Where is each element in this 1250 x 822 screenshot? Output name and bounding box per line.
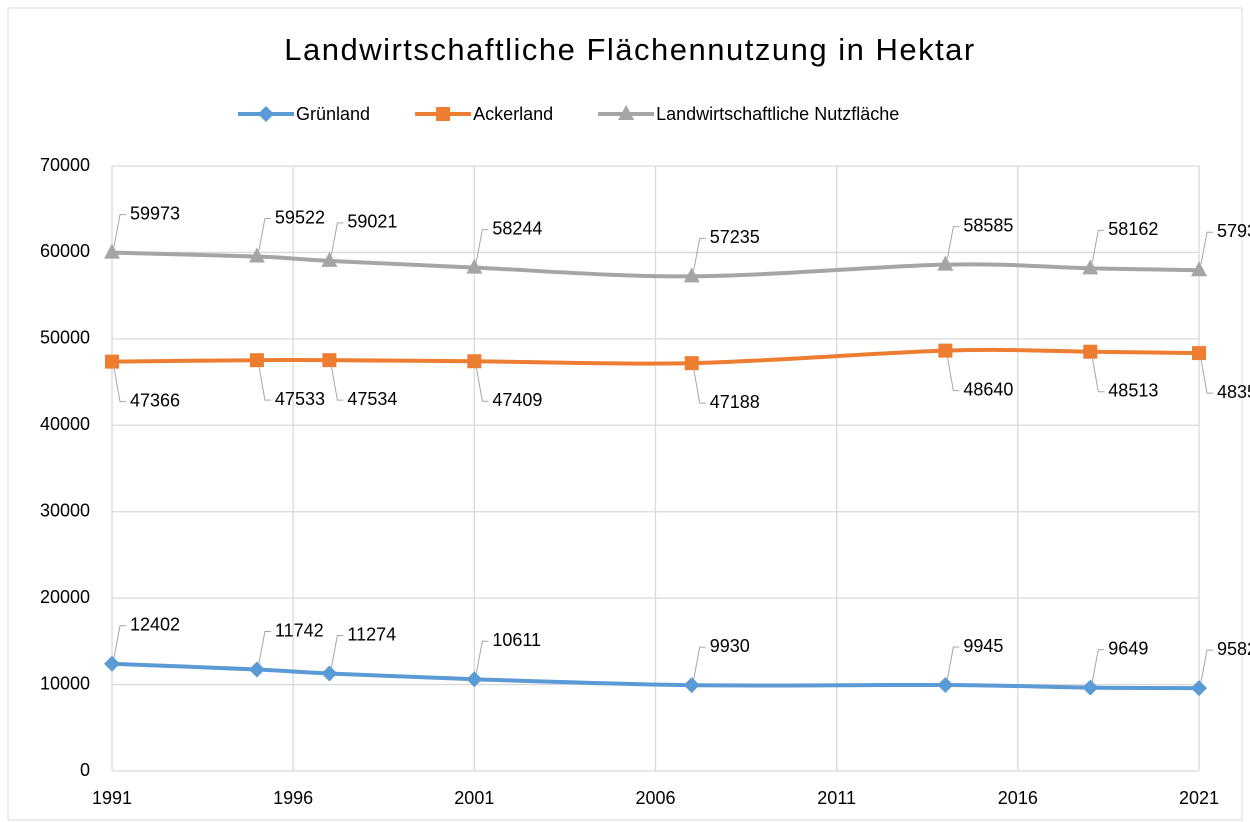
data-label: 47533 bbox=[275, 389, 325, 409]
x-tick-label: 2021 bbox=[1179, 788, 1219, 808]
y-tick-label: 30000 bbox=[40, 500, 90, 520]
data-label: 48513 bbox=[1108, 380, 1158, 400]
marker bbox=[322, 353, 337, 368]
data-label: 10611 bbox=[492, 630, 541, 650]
x-tick-label: 2011 bbox=[817, 788, 856, 808]
data-label: 57935 bbox=[1217, 221, 1250, 241]
marker bbox=[258, 106, 274, 122]
data-label: 12402 bbox=[130, 615, 180, 635]
data-label: 59021 bbox=[347, 212, 397, 232]
y-tick-label: 70000 bbox=[40, 155, 90, 175]
label-leader bbox=[330, 635, 344, 668]
label-leader bbox=[113, 367, 126, 403]
label-leader bbox=[946, 226, 960, 259]
data-label: 59522 bbox=[275, 207, 325, 227]
label-leader bbox=[258, 218, 271, 251]
marker bbox=[683, 267, 700, 283]
marker bbox=[684, 356, 699, 371]
marker bbox=[248, 247, 265, 263]
marker bbox=[321, 665, 338, 682]
y-tick-label: 50000 bbox=[40, 328, 90, 348]
y-tick-label: 20000 bbox=[40, 587, 90, 607]
data-label: 47366 bbox=[130, 390, 180, 410]
data-label: 47534 bbox=[347, 389, 397, 409]
legend-label: Grünland bbox=[296, 104, 370, 124]
data-label: 58244 bbox=[492, 218, 542, 238]
marker bbox=[1191, 261, 1207, 277]
series-line bbox=[111, 661, 1200, 691]
x-tick-label: 2016 bbox=[998, 788, 1038, 808]
label-leader bbox=[693, 369, 706, 404]
data-label: 48353 bbox=[1217, 382, 1250, 402]
label-leader bbox=[1200, 231, 1213, 265]
x-tick-label: 2001 bbox=[454, 788, 494, 808]
marker bbox=[466, 671, 483, 688]
label-leader bbox=[258, 366, 271, 401]
label-leader bbox=[1091, 229, 1105, 263]
legend-label: Ackerland bbox=[473, 104, 553, 124]
data-label: 57235 bbox=[710, 227, 760, 247]
marker bbox=[466, 258, 483, 274]
x-tick-label: 2006 bbox=[635, 788, 675, 808]
y-tick-label: 0 bbox=[80, 760, 90, 780]
chart-title: Landwirtschaftliche Flächennutzung in He… bbox=[284, 32, 976, 67]
marker bbox=[618, 105, 635, 120]
marker bbox=[1083, 344, 1098, 359]
y-tick-label: 60000 bbox=[40, 241, 90, 261]
marker bbox=[248, 661, 265, 678]
label-leader bbox=[1200, 649, 1213, 683]
y-tick-label: 10000 bbox=[40, 673, 90, 693]
marker bbox=[436, 107, 451, 121]
label-leader bbox=[113, 625, 126, 658]
legend-label: Landwirtschaftliche Nutzfläche bbox=[656, 104, 899, 124]
x-tick-label: 1996 bbox=[273, 788, 313, 808]
marker bbox=[467, 354, 482, 369]
data-label: 9582 bbox=[1217, 639, 1250, 659]
label-leader bbox=[1091, 649, 1105, 682]
marker bbox=[105, 354, 119, 369]
marker bbox=[937, 677, 954, 694]
data-label: 9945 bbox=[963, 636, 1003, 656]
label-leader bbox=[946, 646, 960, 680]
label-leader bbox=[330, 222, 344, 255]
marker bbox=[321, 251, 338, 267]
marker bbox=[1191, 680, 1207, 697]
marker bbox=[938, 343, 953, 358]
marker bbox=[683, 677, 700, 694]
label-leader bbox=[693, 646, 706, 680]
label-leader bbox=[1091, 357, 1105, 393]
data-label: 59973 bbox=[130, 203, 180, 223]
marker bbox=[104, 243, 120, 259]
x-tick-label: 1991 bbox=[92, 788, 132, 808]
data-label: 9930 bbox=[710, 636, 750, 656]
data-label: 58162 bbox=[1108, 219, 1158, 239]
data-label: 11274 bbox=[347, 624, 396, 644]
label-leader bbox=[693, 237, 706, 271]
label-leader bbox=[258, 631, 271, 664]
data-label: 47188 bbox=[710, 392, 760, 412]
marker bbox=[249, 353, 264, 368]
chart-border bbox=[7, 7, 1243, 821]
label-leader bbox=[475, 640, 489, 674]
marker bbox=[1192, 346, 1206, 361]
data-label: 47409 bbox=[492, 390, 542, 410]
label-leader bbox=[1200, 359, 1213, 394]
data-label: 9649 bbox=[1108, 638, 1148, 658]
data-label: 58585 bbox=[963, 215, 1013, 235]
marker bbox=[104, 655, 120, 672]
label-leader bbox=[946, 356, 960, 392]
marker bbox=[1082, 259, 1099, 275]
label-leader bbox=[113, 214, 126, 247]
series-line bbox=[111, 347, 1200, 366]
label-leader bbox=[330, 366, 344, 401]
marker bbox=[1082, 679, 1099, 696]
y-tick-label: 40000 bbox=[40, 414, 90, 434]
label-leader bbox=[475, 229, 489, 262]
label-leader bbox=[475, 367, 489, 402]
marker bbox=[937, 255, 954, 271]
data-label: 48640 bbox=[963, 379, 1013, 399]
data-label: 11742 bbox=[275, 620, 324, 640]
series-line bbox=[111, 250, 1200, 279]
